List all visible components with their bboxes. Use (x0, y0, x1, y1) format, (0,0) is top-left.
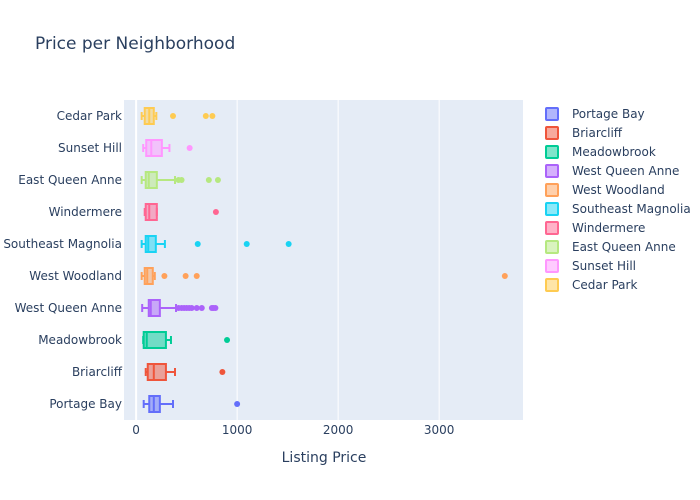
legend-item[interactable]: West Queen Anne (545, 164, 679, 178)
legend-item[interactable]: Southeast Magnolia (545, 202, 691, 216)
legend-item[interactable]: Meadowbrook (545, 145, 656, 159)
legend-label: Southeast Magnolia (572, 202, 691, 216)
outlier-point (234, 401, 241, 407)
y-tick-label: Windermere (49, 205, 122, 219)
y-tick-label: Sunset Hill (58, 141, 122, 155)
box-sunset-hill[interactable] (142, 139, 193, 157)
legend-item[interactable]: East Queen Anne (545, 240, 676, 254)
box-southeast-magnolia[interactable] (140, 235, 292, 253)
box-iqr (145, 139, 163, 157)
outlier-point (202, 113, 209, 119)
legend-label: East Queen Anne (572, 240, 676, 254)
legend-swatch (545, 145, 559, 159)
outlier-point (188, 305, 195, 311)
outlier-point (501, 273, 508, 279)
box-east-queen-anne[interactable] (140, 171, 221, 189)
box-iqr (147, 299, 161, 317)
outlier-point (285, 241, 292, 247)
legend-label: Portage Bay (572, 107, 645, 121)
plot-area (124, 100, 523, 420)
box-iqr (143, 267, 154, 285)
outlier-point (209, 113, 216, 119)
y-tick-label: Meadowbrook (38, 333, 122, 347)
legend-swatch (545, 183, 559, 197)
legend-label: Sunset Hill (572, 259, 636, 273)
y-tick-label: Southeast Magnolia (3, 237, 122, 251)
legend-swatch (545, 240, 559, 254)
outlier-point (161, 273, 168, 279)
legend-label: Briarcliff (572, 126, 623, 140)
outlier-point (193, 273, 200, 279)
legend[interactable]: Portage Bay Briarcliff Meadowbrook West Que… (545, 107, 691, 292)
x-tick-label: 0 (132, 423, 140, 437)
y-tick-label: Cedar Park (57, 109, 122, 123)
box-series (140, 107, 508, 413)
outlier-point (212, 209, 219, 215)
outlier-point (243, 241, 250, 247)
legend-swatch (545, 202, 559, 216)
outlier-point (205, 177, 212, 183)
legend-swatch (545, 221, 559, 235)
y-tick-label: West Woodland (29, 269, 122, 283)
legend-item[interactable]: Portage Bay (545, 107, 645, 121)
x-tick-labels: 0 1000 2000 3000 (132, 423, 454, 437)
outlier-point (169, 113, 176, 119)
box-iqr (146, 363, 167, 381)
y-tick-label: West Queen Anne (15, 301, 122, 315)
legend-swatch (545, 259, 559, 273)
box-iqr (144, 171, 158, 189)
legend-swatch (545, 278, 559, 292)
legend-item[interactable]: West Woodland (545, 183, 665, 197)
legend-label: Cedar Park (572, 278, 637, 292)
box-windermere[interactable] (143, 203, 219, 221)
outlier-point (178, 177, 185, 183)
x-tick-label: 2000 (323, 423, 354, 437)
box-cedar-park[interactable] (140, 107, 216, 125)
x-tick-label: 1000 (222, 423, 253, 437)
legend-label: West Queen Anne (572, 164, 679, 178)
x-axis-title: Listing Price (282, 450, 367, 466)
outlier-point (219, 369, 226, 375)
outlier-point (212, 305, 219, 311)
outlier-point (182, 273, 189, 279)
outlier-point (224, 337, 231, 343)
legend-label: Meadowbrook (572, 145, 656, 159)
box-iqr (144, 203, 158, 221)
outlier-point (214, 177, 221, 183)
gridlines (135, 100, 440, 420)
legend-label: West Woodland (572, 183, 665, 197)
legend-item[interactable]: Cedar Park (545, 278, 637, 292)
legend-item[interactable]: Windermere (545, 221, 645, 235)
y-tick-labels: Portage Bay Briarcliff Meadowbrook West Que… (3, 109, 122, 411)
legend-label: Windermere (572, 221, 645, 235)
box-west-queen-anne[interactable] (141, 299, 219, 317)
y-tick-label: Briarcliff (72, 365, 123, 379)
outlier-point (198, 305, 205, 311)
box-meadowbrook[interactable] (142, 331, 231, 349)
x-tick-label: 3000 (424, 423, 455, 437)
outlier-point (194, 241, 201, 247)
chart-title: Price per Neighborhood (35, 34, 235, 54)
outlier-point (193, 305, 200, 311)
legend-swatch (545, 126, 559, 140)
box-iqr (142, 331, 167, 349)
box-iqr (144, 235, 157, 253)
box-briarcliff[interactable] (144, 363, 226, 381)
y-tick-label: East Queen Anne (18, 173, 122, 187)
legend-swatch (545, 164, 559, 178)
legend-item[interactable]: Briarcliff (545, 126, 623, 140)
legend-item[interactable]: Sunset Hill (545, 259, 636, 273)
outlier-point (186, 145, 193, 151)
y-tick-label: Portage Bay (49, 397, 122, 411)
box-west-woodland[interactable] (140, 267, 508, 285)
legend-swatch (545, 107, 559, 121)
box-portage-bay[interactable] (142, 395, 241, 413)
